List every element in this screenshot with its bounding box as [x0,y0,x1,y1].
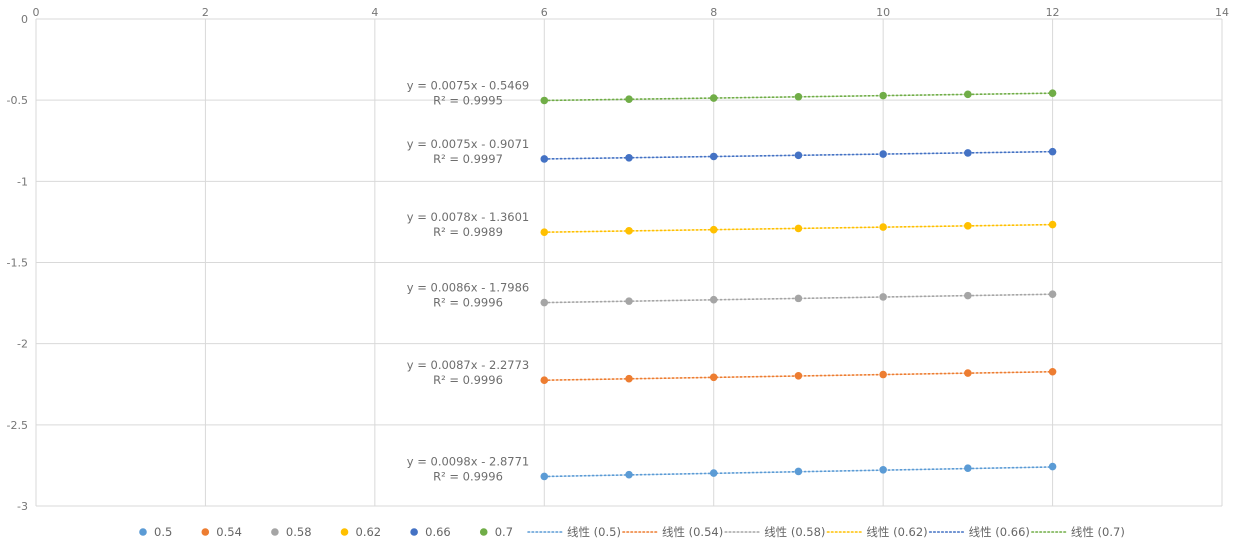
data-point-0.7 [964,90,972,99]
data-point-0.62 [794,224,803,233]
data-point-0.54 [964,369,972,377]
trendline-r-squared: R² = 0.9997 [433,152,503,166]
data-point-0.5 [540,472,549,481]
data-point-0.54 [625,374,633,383]
legend-marker-0.58 [271,528,279,536]
legend-marker-0.62 [340,528,349,536]
x-tick-label: 8 [710,6,717,19]
data-point-0.7 [879,91,887,100]
data-point-0.7 [709,94,718,102]
data-point-0.7 [794,92,803,101]
x-tick-label: 2 [202,6,209,19]
data-point-layer [540,89,1057,481]
trendline-equation: y = 0.0078x - 1.3601 [407,210,530,224]
data-point-0.66 [794,151,803,160]
trendline-r-squared: R² = 0.9989 [433,225,503,239]
trendline-equation: y = 0.0075x - 0.9071 [407,137,530,151]
data-point-0.62 [964,222,972,230]
trendline-r-squared: R² = 0.9996 [433,296,503,310]
legend-marker-0.7 [479,528,488,536]
data-point-0.58 [964,291,972,300]
x-tick-label: 12 [1046,6,1060,19]
grid-layer [35,18,1223,507]
data-point-0.58 [709,295,718,304]
data-point-0.7 [625,95,633,103]
data-point-0.7 [1048,89,1057,97]
trendline-r-squared: R² = 0.9995 [433,93,503,107]
data-point-0.66 [540,155,549,163]
data-point-0.62 [625,227,633,235]
trendline-equation: y = 0.0087x - 2.2773 [407,358,530,372]
data-point-0.5 [794,467,803,476]
legend-trendline-label: 线性 (0.5) [567,525,621,539]
y-tick-label: -3 [17,500,28,513]
x-tick-label: 10 [876,6,890,19]
legend-trendline-label: 线性 (0.62) [866,525,927,539]
trendline-equation: y = 0.0086x - 1.7986 [407,281,530,295]
legend-label: 0.66 [425,525,451,539]
legend-marker-0.5 [139,528,147,536]
y-tick-label: -0.5 [7,94,28,107]
legend-label: 0.7 [495,525,513,539]
data-point-0.58 [625,297,633,305]
data-point-0.7 [540,96,549,105]
legend-trendline-label: 线性 (0.7) [1071,525,1125,539]
data-point-0.58 [794,294,803,303]
data-point-0.62 [879,223,887,231]
data-point-0.54 [879,370,887,379]
data-point-0.66 [625,153,633,162]
legend-trendline-label: 线性 (0.54) [662,525,723,539]
data-point-0.54 [1048,367,1057,376]
data-point-0.54 [540,376,549,384]
x-tick-label: 6 [541,6,548,19]
data-point-0.5 [625,470,633,479]
trendline-r-squared: R² = 0.9996 [433,373,503,387]
data-point-0.66 [709,152,718,161]
legend-marker-0.54 [201,528,210,536]
trendline-layer [543,92,1054,478]
data-point-0.5 [709,469,718,477]
data-point-0.5 [964,464,972,472]
data-point-0.5 [879,465,887,474]
trendline-equation: y = 0.0098x - 2.8771 [407,454,530,468]
legend-label: 0.5 [154,525,172,539]
legend-marker-0.66 [410,528,418,536]
x-tick-label: 14 [1215,6,1229,19]
legend-trendline-label: 线性 (0.66) [969,525,1030,539]
data-point-0.66 [879,150,887,158]
data-point-0.54 [794,372,803,380]
axis-tick-labels: 0 2 4 6 8 10 12 14 0 -0.5 -1 -1.5 -2 -2.5 -3 [7,6,1229,513]
data-point-0.62 [709,225,718,234]
data-point-0.54 [709,373,718,382]
trendline-r-squared: R² = 0.9996 [433,469,503,483]
legend-label: 0.54 [216,525,242,539]
data-point-0.66 [1048,147,1057,156]
x-tick-label: 0 [33,6,40,19]
y-tick-label: -1 [17,175,28,188]
y-tick-label: 0 [21,13,28,26]
data-point-0.58 [879,293,887,301]
x-tick-label: 4 [371,6,378,19]
legend-trendline-label: 线性 (0.58) [764,525,825,539]
y-tick-label: -2.5 [7,419,28,432]
y-tick-label: -1.5 [7,257,28,270]
legend-label: 0.62 [356,525,382,539]
data-point-0.58 [540,298,549,307]
data-point-0.5 [1048,462,1057,471]
y-tick-label: -2 [17,338,28,351]
data-point-0.62 [1048,220,1057,229]
trendline-equation: y = 0.0075x - 0.5469 [407,78,530,92]
data-point-0.62 [540,228,549,236]
data-point-0.66 [964,149,972,157]
data-point-0.58 [1048,290,1057,298]
legend-label: 0.58 [286,525,312,539]
legend: 0.5 0.54 0.58 0.62 0.66 0.7 线性 (0.5) 线性 (0.54) 线… [139,525,1125,539]
